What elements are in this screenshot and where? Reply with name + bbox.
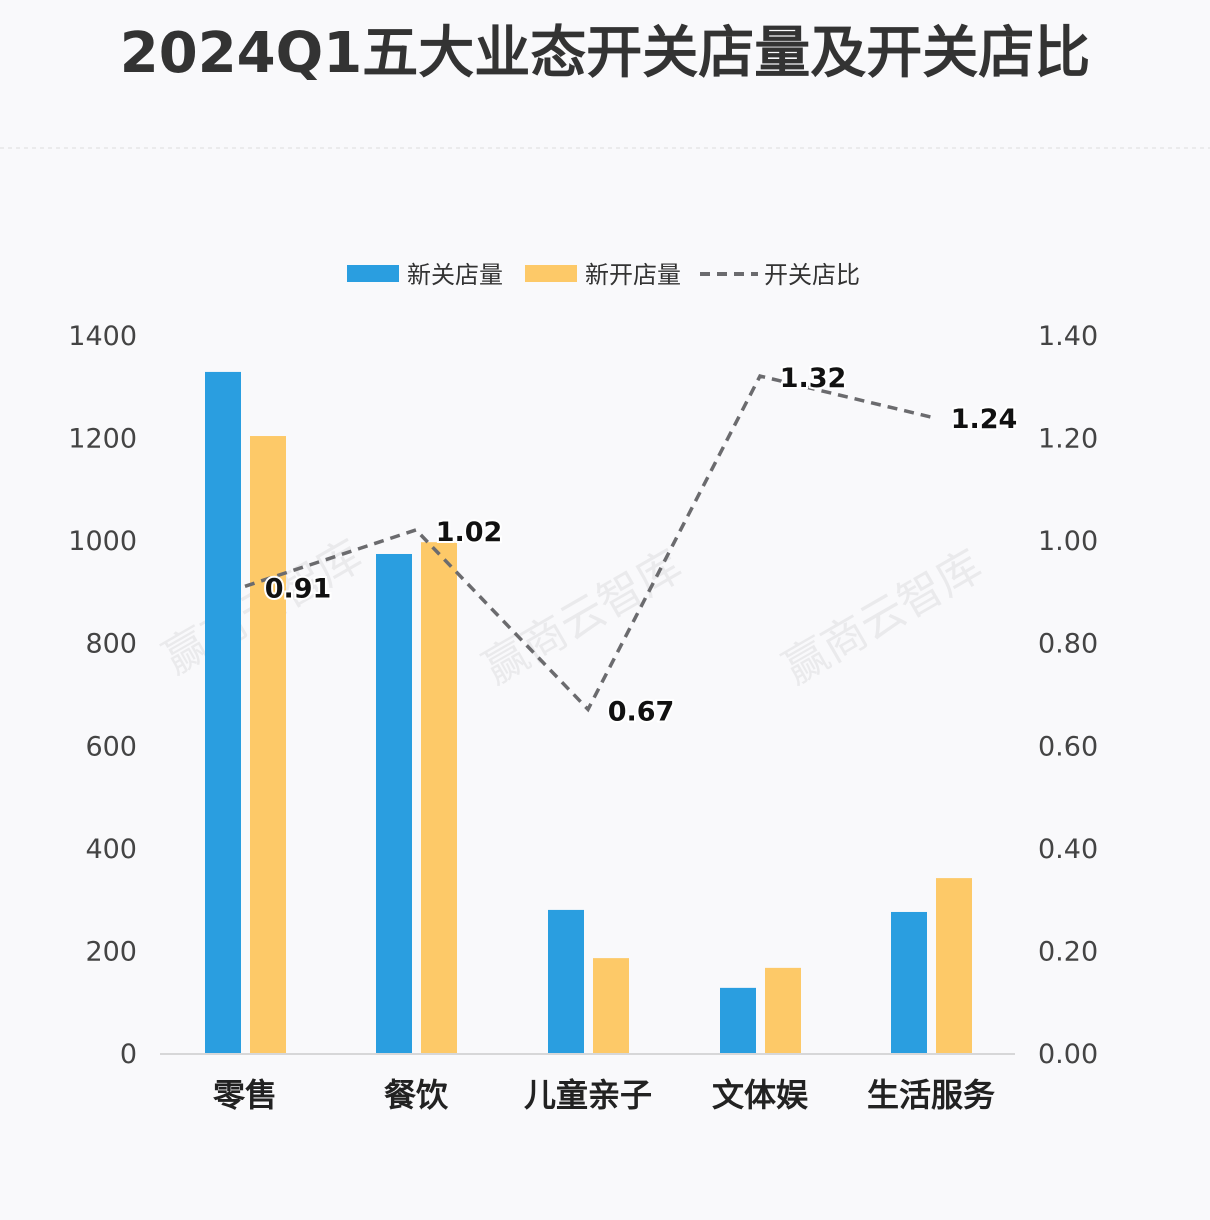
bar-closed <box>548 909 584 1053</box>
ratio-data-label: 1.02 <box>436 517 503 548</box>
y-left-tick-label: 0 <box>120 1039 137 1070</box>
x-tick-label: 儿童亲子 <box>524 1076 652 1114</box>
legend-swatch-opened <box>525 265 577 282</box>
bar-opened <box>421 542 457 1053</box>
y-right-tick-label: 0.40 <box>1038 834 1098 865</box>
x-tick-label: 餐饮 <box>384 1076 449 1114</box>
ratio-data-label: 1.24 <box>951 404 1018 435</box>
legend-swatch-closed <box>347 265 399 282</box>
bar-closed <box>891 911 927 1053</box>
legend-label-opened: 新开店量 <box>585 261 681 289</box>
ratio-data-label: 0.67 <box>608 696 675 727</box>
bar-opened <box>593 958 629 1053</box>
bar-opened <box>250 436 286 1054</box>
y-left-tick-label: 600 <box>85 731 137 762</box>
bar-closed <box>205 371 241 1053</box>
bar-opened <box>765 967 801 1053</box>
y-right-tick-label: 1.00 <box>1038 526 1098 557</box>
ratio-line <box>244 374 932 713</box>
x-tick-label: 零售 <box>213 1076 277 1114</box>
y-right-tick-label: 0.60 <box>1038 731 1098 762</box>
y-right-tick-label: 0.00 <box>1038 1039 1098 1070</box>
x-tick-label: 文体娱 <box>712 1076 808 1114</box>
y-left-tick-label: 800 <box>85 629 137 660</box>
ratio-data-label: 1.32 <box>780 363 847 394</box>
chart-title: 2024Q1五大业态开关店量及开关店比 <box>120 21 1090 86</box>
y-left-tick-label: 1000 <box>68 526 137 557</box>
bar-opened <box>936 878 972 1053</box>
watermark: 赢商云智库 <box>475 540 691 694</box>
y-left-tick-label: 400 <box>85 834 137 865</box>
y-right-tick-label: 1.40 <box>1038 321 1098 352</box>
legend-label-ratio: 开关店比 <box>764 261 860 289</box>
ratio-data-label: 0.91 <box>265 573 332 604</box>
legend-label-closed: 新关店量 <box>407 261 503 289</box>
y-left-tick-label: 1200 <box>68 424 137 455</box>
y-right-tick-label: 0.20 <box>1038 936 1098 967</box>
bar-closed <box>376 553 412 1053</box>
bar-closed <box>720 987 756 1053</box>
watermark: 赢商云智库 <box>775 540 991 694</box>
y-left-tick-label: 200 <box>85 936 137 967</box>
y-right-tick-label: 0.80 <box>1038 629 1098 660</box>
legend: 新关店量 新开店量 开关店比 <box>347 261 860 289</box>
y-left-tick-label: 1400 <box>68 321 137 352</box>
y-right-tick-label: 1.20 <box>1038 424 1098 455</box>
x-tick-label: 生活服务 <box>867 1076 995 1114</box>
